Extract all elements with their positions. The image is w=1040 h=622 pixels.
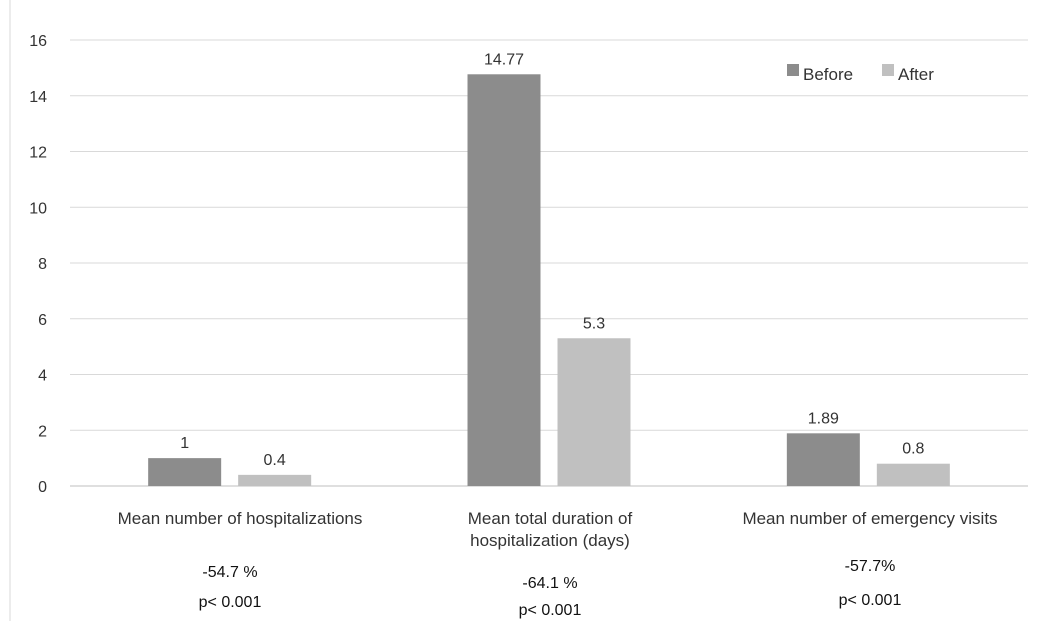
bar-before-0 xyxy=(148,458,222,486)
y-tick-4: 4 xyxy=(38,368,47,385)
legend: Before After xyxy=(787,64,934,84)
y-tick-14: 14 xyxy=(29,89,47,106)
y-tick-2: 2 xyxy=(38,423,47,440)
data-label-before-2: 1.89 xyxy=(808,410,839,427)
y-tick-16: 16 xyxy=(29,33,47,50)
y-tick-6: 6 xyxy=(38,312,47,329)
pvalue-duration: p< 0.001 xyxy=(518,602,582,619)
y-axis-ticks: 0 2 4 6 8 10 12 14 16 xyxy=(29,33,47,496)
data-label-before-1: 14.77 xyxy=(484,51,524,68)
data-label-after-0: 0.4 xyxy=(264,452,286,469)
change-emergency: -57.7% xyxy=(844,558,896,575)
legend-label-after: After xyxy=(898,65,934,84)
bar-after-1 xyxy=(557,338,631,486)
category-label-emergency: Mean number of emergency visits xyxy=(742,509,998,528)
data-labels: 1 0.4 14.77 5.3 1.89 0.8 xyxy=(180,51,924,469)
data-label-before-0: 1 xyxy=(180,435,189,452)
legend-swatch-before xyxy=(787,64,799,76)
category-label-duration: Mean total duration of hospitalization (… xyxy=(350,508,750,552)
data-label-after-1: 5.3 xyxy=(583,315,605,332)
bar-after-0 xyxy=(238,474,312,486)
bars xyxy=(148,74,950,486)
category-label-duration-line2: hospitalization (days) xyxy=(470,531,630,550)
y-tick-10: 10 xyxy=(29,200,47,217)
pvalue-emergency: p< 0.001 xyxy=(838,592,902,609)
y-tick-8: 8 xyxy=(38,256,47,273)
change-hospitalizations: -54.7 % xyxy=(202,564,258,581)
gridlines xyxy=(70,39,1028,487)
legend-swatch-after xyxy=(882,64,894,76)
bar-before-2 xyxy=(786,433,860,486)
legend-label-before: Before xyxy=(803,65,853,84)
change-duration: -64.1 % xyxy=(522,575,578,592)
bar-before-1 xyxy=(467,74,541,486)
category-label-duration-line1: Mean total duration of xyxy=(467,509,633,528)
y-tick-0: 0 xyxy=(38,479,47,496)
y-tick-12: 12 xyxy=(29,145,47,162)
bar-after-2 xyxy=(876,463,950,486)
data-label-after-2: 0.8 xyxy=(902,441,924,458)
pvalue-hospitalizations: p< 0.001 xyxy=(198,594,262,611)
category-label-hospitalizations: Mean number of hospitalizations xyxy=(117,509,363,528)
